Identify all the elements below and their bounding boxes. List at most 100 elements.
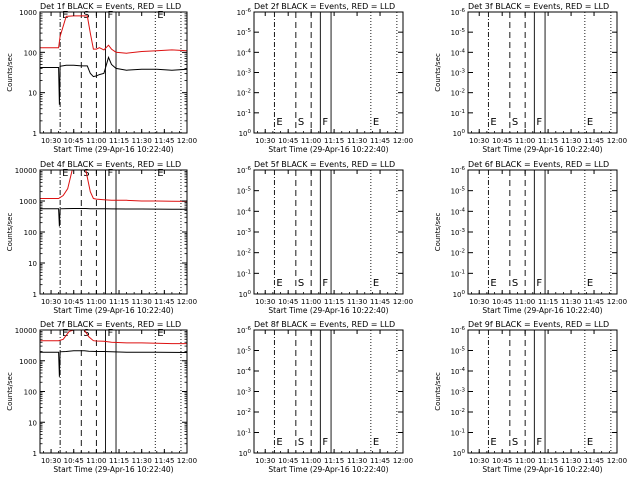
x-tick-label: 10:30 [41, 457, 61, 465]
series-line-lld [40, 329, 187, 345]
x-tick-label: 10:30 [41, 298, 61, 306]
x-tick-label: 11:45 [370, 457, 390, 465]
x-axis-label: Start Time (29-Apr-16 10:22:40) [53, 306, 173, 315]
y-tick-label: 10-3 [451, 388, 466, 397]
marker-label-f: F [107, 10, 113, 21]
y-tick-label: 10-1 [237, 429, 251, 438]
y-tick-label: 10000 [15, 327, 37, 335]
marker-label-s: S [298, 117, 304, 128]
marker-label-e: E [62, 10, 68, 21]
y-tick-label: 10000 [15, 167, 37, 175]
x-tick-label: 11:00 [86, 298, 106, 306]
x-tick-label: 11:00 [86, 137, 106, 145]
y-tick-label: 10-6 [237, 8, 252, 17]
y-tick-label: 100 [239, 129, 252, 138]
y-tick-label: 10-6 [451, 166, 466, 175]
marker-label-e: E [373, 278, 379, 289]
x-tick-label: 11:15 [324, 457, 344, 465]
y-tick-label: 10-6 [237, 326, 252, 335]
panel-det-3: Det 3f BLACK = Events, RED = LLD E S F E 10:3… [434, 2, 627, 154]
y-tick-label: 1000 [19, 9, 37, 17]
x-tick-label: 11:15 [109, 457, 129, 465]
x-tick-label: 10:30 [469, 298, 489, 306]
marker-label-f: F [536, 278, 542, 289]
x-tick-label: 11:45 [370, 298, 390, 306]
x-tick-label: 11:15 [324, 298, 344, 306]
x-tick-label: 10:30 [255, 457, 275, 465]
x-tick-label: 11:00 [301, 137, 321, 145]
y-axis-label: Counts/sec [434, 372, 442, 411]
x-tick-label: 11:45 [154, 137, 174, 145]
y-tick-label: 10-1 [451, 429, 465, 438]
y-tick-label: 10 [28, 90, 37, 98]
marker-label-e: E [157, 10, 163, 21]
y-tick-label: 10-5 [237, 187, 252, 196]
x-axis-label: Start Time (29-Apr-16 10:22:40) [53, 145, 173, 154]
x-tick-label: 11:00 [515, 457, 535, 465]
x-tick-label: 10:45 [64, 298, 84, 306]
y-tick-label: 10-6 [237, 166, 252, 175]
marker-label-f: F [536, 117, 542, 128]
marker-label-f: F [322, 117, 328, 128]
y-tick-label: 100 [24, 229, 37, 237]
panel-title: Det 1f BLACK = Events, RED = LLD [40, 2, 181, 11]
marker-label-e: E [276, 117, 282, 128]
x-tick-label: 11:30 [132, 298, 152, 306]
x-tick-label: 12:00 [607, 298, 627, 306]
y-tick-label: 10-5 [451, 28, 466, 37]
y-tick-label: 10 [28, 260, 37, 268]
x-tick-label: 11:15 [538, 137, 558, 145]
x-axis-label: Start Time (29-Apr-16 10:22:40) [482, 145, 602, 154]
x-tick-label: 11:00 [515, 137, 535, 145]
x-axis-label: Start Time (29-Apr-16 10:22:40) [268, 306, 388, 315]
y-axis-label: Counts/sec [6, 372, 14, 411]
y-tick-label: 10-4 [237, 207, 252, 216]
series-line-events [40, 208, 187, 227]
y-tick-label: 10-2 [451, 249, 465, 258]
y-tick-label: 100 [24, 389, 37, 397]
marker-label-e: E [490, 117, 496, 128]
y-tick-label: 10-2 [451, 89, 465, 98]
x-axis-label: Start Time (29-Apr-16 10:22:40) [268, 465, 388, 474]
plot-frame [253, 329, 404, 454]
x-tick-label: 10:45 [492, 298, 512, 306]
x-tick-label: 11:30 [347, 298, 367, 306]
marker-label-e: E [62, 168, 68, 179]
x-tick-label: 10:45 [278, 137, 298, 145]
x-tick-label: 10:45 [64, 457, 84, 465]
x-tick-label: 11:45 [584, 457, 604, 465]
x-tick-label: 11:45 [370, 137, 390, 145]
marker-label-s: S [512, 437, 518, 448]
marker-label-s: S [512, 117, 518, 128]
panel-title: Det 3f BLACK = Events, RED = LLD [468, 2, 609, 11]
y-tick-label: 100 [453, 290, 466, 299]
plot-frame [39, 169, 188, 295]
x-tick-label: 11:00 [301, 457, 321, 465]
x-tick-label: 10:45 [278, 457, 298, 465]
y-axis-label: Counts/sec [434, 53, 442, 92]
marker-label-e: E [587, 117, 593, 128]
x-tick-label: 11:00 [301, 298, 321, 306]
y-tick-label: 100 [24, 49, 37, 57]
y-tick-label: 10-2 [237, 249, 251, 258]
y-tick-label: 10-6 [451, 326, 466, 335]
x-tick-label: 11:45 [584, 298, 604, 306]
x-tick-label: 12:00 [607, 137, 627, 145]
panel-title: Det 7f BLACK = Events, RED = LLD [40, 320, 181, 329]
x-tick-label: 11:15 [538, 298, 558, 306]
series-line-lld [40, 169, 188, 202]
y-tick-label: 10-1 [237, 269, 251, 278]
y-tick-label: 10-3 [237, 388, 252, 397]
plot-frame [467, 169, 618, 295]
marker-label-e: E [62, 328, 68, 339]
x-tick-label: 12:00 [177, 457, 197, 465]
y-tick-label: 10-5 [237, 347, 252, 356]
x-tick-label: 12:00 [393, 457, 413, 465]
x-tick-label: 10:30 [41, 137, 61, 145]
x-tick-label: 11:45 [584, 137, 604, 145]
x-tick-label: 11:45 [154, 457, 174, 465]
x-tick-label: 11:30 [561, 137, 581, 145]
